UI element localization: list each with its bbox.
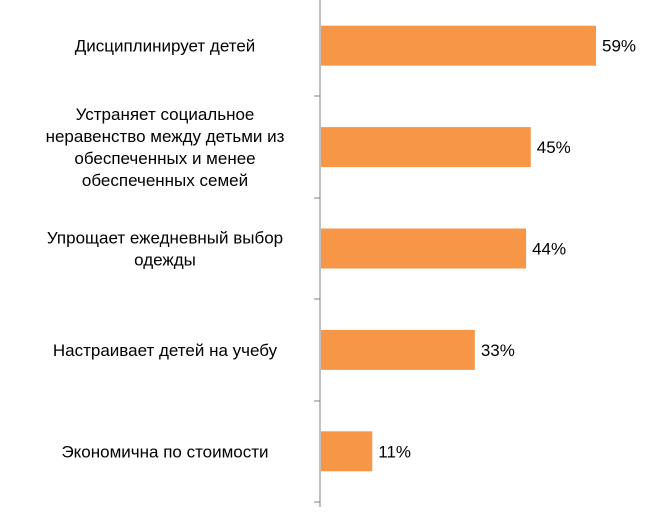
value-label: 45% — [537, 138, 571, 157]
category-label-line: Устраняет социальное — [76, 105, 255, 124]
value-label: 59% — [602, 37, 636, 56]
bar-5 — [321, 431, 373, 472]
bar-2 — [321, 127, 531, 168]
category-label-line: неравенство между детьми из — [46, 127, 285, 146]
bar-4 — [321, 329, 475, 370]
category-tick-group — [314, 95, 320, 503]
value-label: 33% — [481, 341, 515, 360]
bar-group — [321, 25, 596, 472]
category-label-line: Экономична по стоимости — [61, 442, 268, 461]
value-label: 44% — [532, 240, 566, 259]
bar-1 — [321, 25, 596, 66]
category-label-line: обеспеченных семей — [82, 171, 248, 190]
category-label: Упрощает ежедневный выбор одежды — [47, 229, 283, 270]
category-label-group: Дисциплинирует детей Устраняет социальное… — [46, 37, 285, 462]
category-label: Дисциплинирует детей — [75, 37, 256, 56]
category-label-line: Упрощает ежедневный выбор — [47, 229, 283, 248]
category-label: Устраняет социальное неравенство между де… — [46, 105, 285, 190]
category-label-line: обеспеченных и менее — [74, 149, 255, 168]
value-label: 11% — [378, 442, 411, 461]
category-label: Настраивает детей на учебу — [53, 341, 278, 360]
category-label: Экономична по стоимости — [61, 442, 268, 461]
category-label-line: Настраивает детей на учебу — [53, 341, 278, 360]
category-label-line: одежды — [134, 251, 196, 270]
bar-3 — [321, 228, 527, 269]
category-label-line: Дисциплинирует детей — [75, 37, 256, 56]
value-label-group: 59% 45% 44% 33% 11% — [378, 37, 636, 462]
